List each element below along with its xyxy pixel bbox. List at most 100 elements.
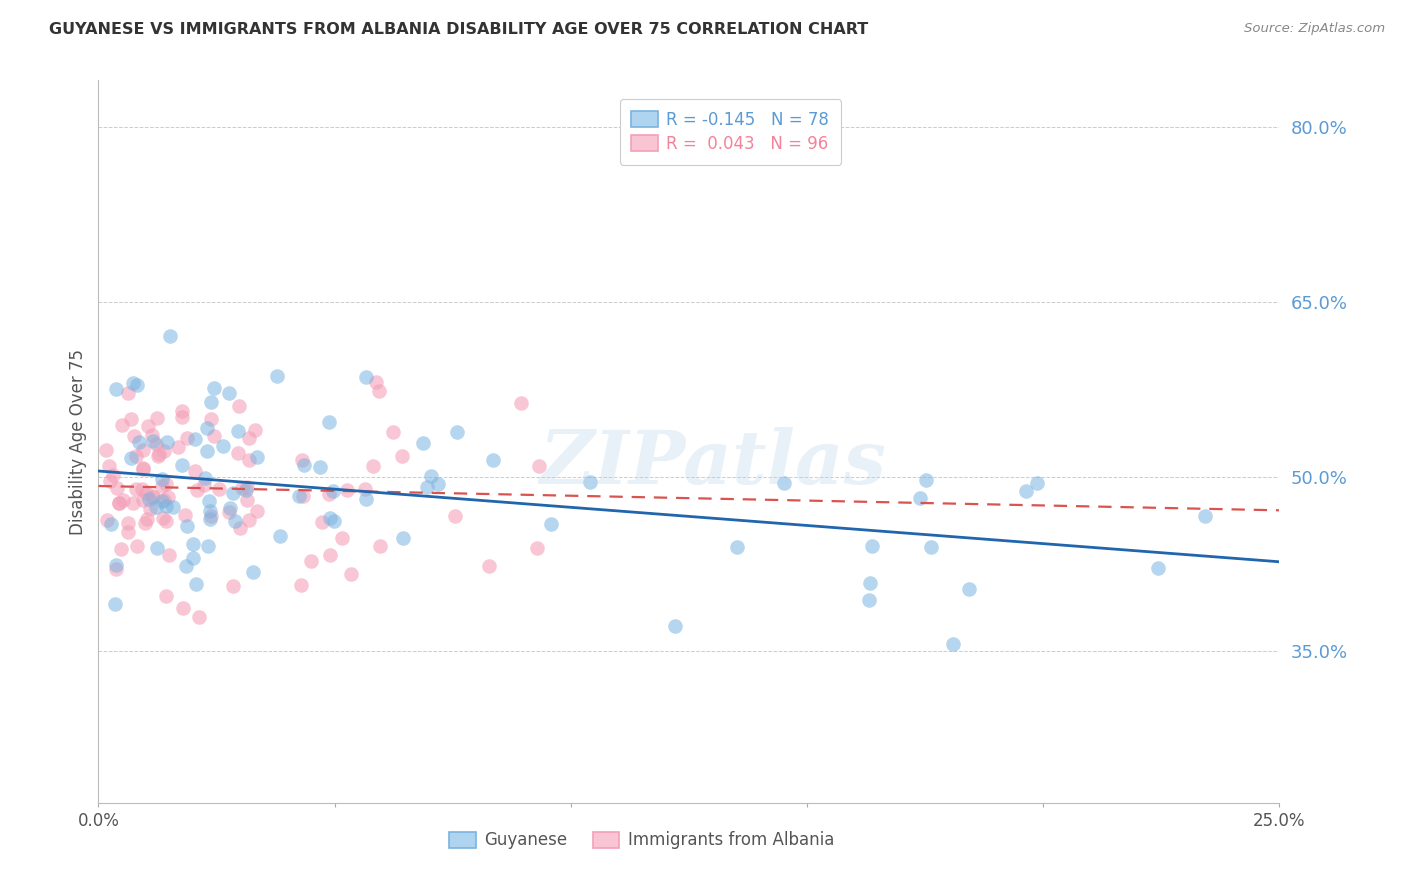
Point [104,562,127,576]
Point [353,482,375,496]
Point [202,429,225,443]
Point [242,565,264,579]
Point [269,529,291,543]
Point [120,412,142,426]
Point [145,437,167,451]
Point [176,431,198,445]
Point [110,541,132,556]
Point [243,423,266,437]
Point [198,494,221,508]
Point [340,566,363,581]
Point [725,540,748,554]
Point [166,440,188,454]
Point [356,491,378,506]
Point [150,494,173,508]
Text: Source: ZipAtlas.com: Source: ZipAtlas.com [1244,22,1385,36]
Point [212,439,235,453]
Point [330,532,353,546]
Point [111,417,134,432]
Point [288,489,311,503]
Point [218,505,240,519]
Point [443,509,465,524]
Point [184,464,207,478]
Point [155,477,177,491]
Text: GUYANESE VS IMMIGRANTS FROM ALBANIA DISABILITY AGE OVER 75 CORRELATION CHART: GUYANESE VS IMMIGRANTS FROM ALBANIA DISA… [49,22,869,37]
Point [184,432,207,446]
Point [94,442,117,457]
Point [174,508,197,522]
Point [773,476,796,491]
Point [510,396,533,410]
Point [135,485,157,500]
Point [101,467,124,482]
Point [150,479,173,493]
Point [219,501,242,516]
Point [155,499,177,513]
Point [228,399,250,413]
Point [122,428,145,442]
Point [162,500,184,514]
Point [125,378,148,392]
Point [1015,483,1038,498]
Point [221,485,243,500]
Point [98,474,121,488]
Text: ZIPatlas: ZIPatlas [538,427,886,500]
Point [187,610,209,624]
Point [135,512,157,526]
Y-axis label: Disability Age Over 75: Disability Age Over 75 [69,349,87,534]
Point [142,434,165,449]
Point [291,489,314,503]
Point [290,578,312,592]
Point [134,516,156,530]
Point [526,541,548,555]
Point [527,459,550,474]
Point [224,514,246,528]
Point [146,410,169,425]
Point [578,475,600,489]
Point [200,394,222,409]
Point [200,411,222,425]
Point [105,481,128,495]
Point [664,619,686,633]
Point [481,453,503,467]
Point [859,575,882,590]
Point [1025,475,1047,490]
Point [125,482,148,496]
Point [914,473,936,487]
Point [246,504,269,518]
Point [195,421,218,435]
Point [222,579,245,593]
Point [858,592,880,607]
Point [131,462,153,476]
Point [153,444,176,458]
Point [920,541,942,555]
Point [366,375,388,389]
Point [1194,508,1216,523]
Point [299,554,322,568]
Point [153,493,176,508]
Point [155,514,177,528]
Point [183,537,205,551]
Point [235,492,257,507]
Point [391,450,413,464]
Point [197,539,219,553]
Point [323,514,346,528]
Point [131,442,153,457]
Point [198,504,221,518]
Point [193,478,215,492]
Point [176,518,198,533]
Point [142,490,165,504]
Point [117,516,139,531]
Point [540,516,562,531]
Point [246,450,269,465]
Point [354,369,377,384]
Point [446,425,468,439]
Point [138,492,160,507]
Legend: Guyanese, Immigrants from Albania: Guyanese, Immigrants from Albania [443,824,841,856]
Point [107,496,129,510]
Point [266,368,288,383]
Point [128,435,150,450]
Point [146,541,169,556]
Point [319,549,342,563]
Point [104,382,127,396]
